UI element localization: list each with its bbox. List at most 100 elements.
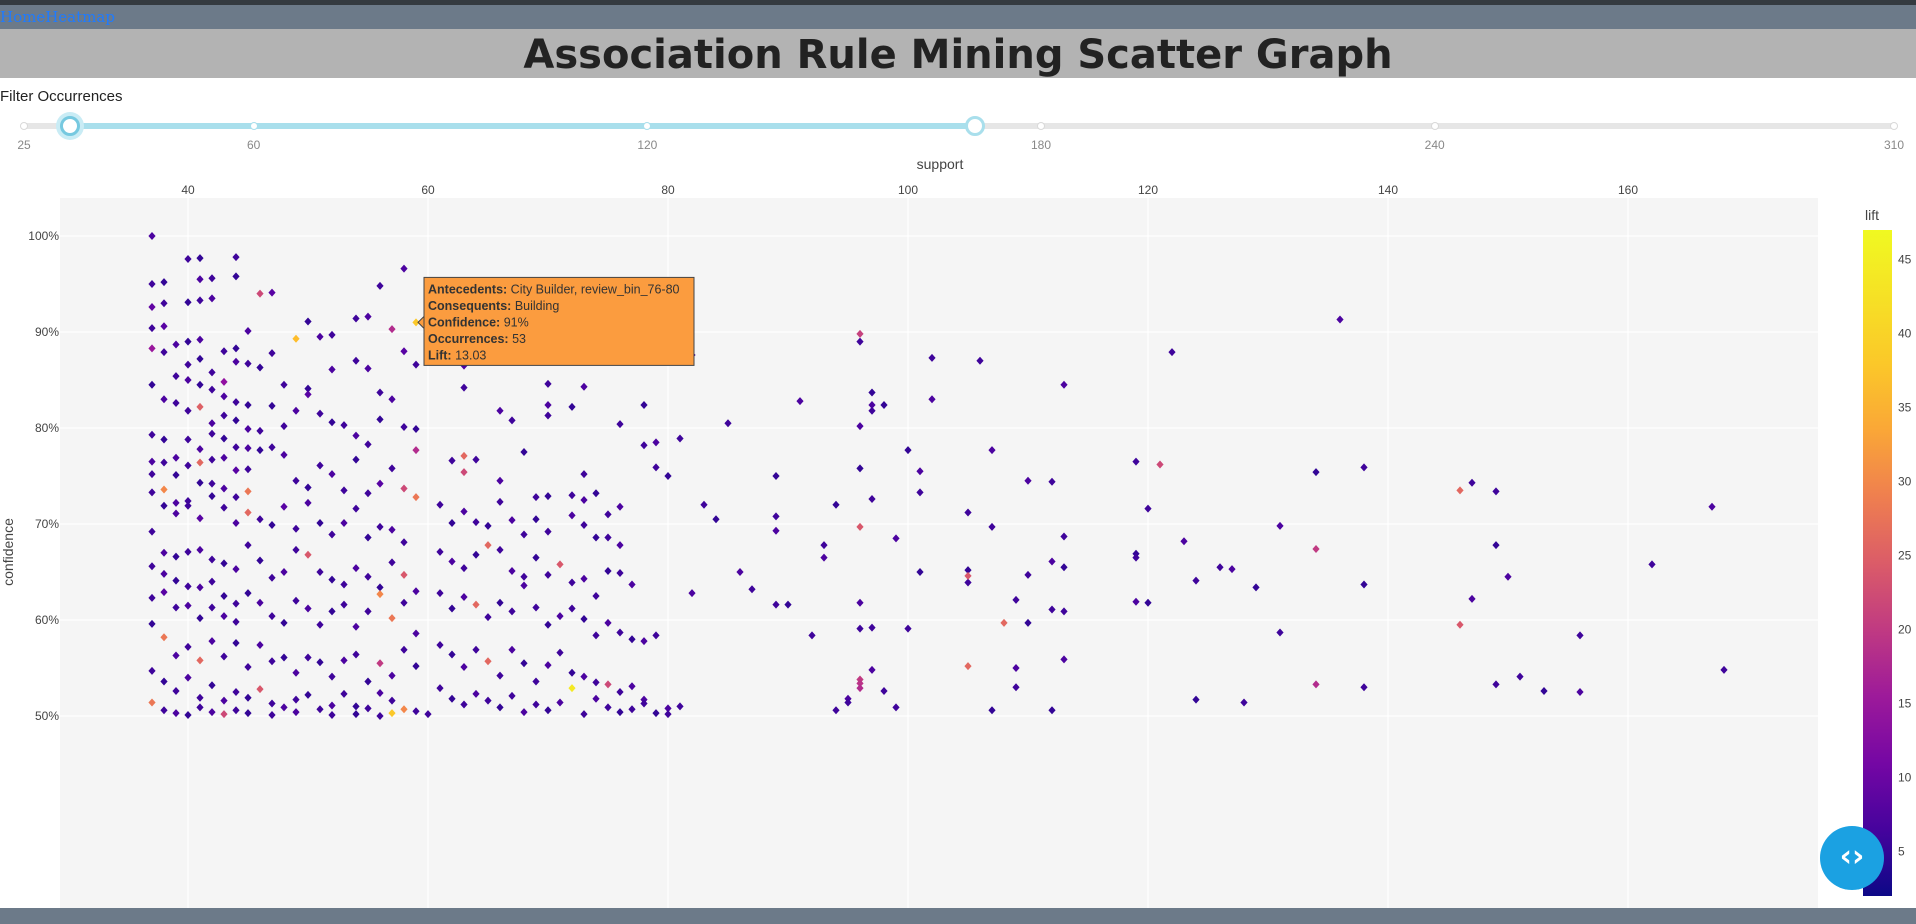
data-point[interactable] <box>220 347 228 356</box>
data-point[interactable] <box>376 688 384 697</box>
data-point[interactable] <box>160 706 168 715</box>
data-point[interactable] <box>1504 572 1512 581</box>
data-point[interactable] <box>364 364 372 373</box>
data-point[interactable] <box>820 553 828 562</box>
data-point[interactable] <box>580 615 588 624</box>
data-point[interactable] <box>388 614 396 623</box>
data-point[interactable] <box>172 651 180 660</box>
data-point[interactable] <box>1708 502 1716 511</box>
data-point[interactable] <box>892 534 900 543</box>
data-point[interactable] <box>448 456 456 465</box>
data-point[interactable] <box>376 479 384 488</box>
data-point[interactable] <box>508 416 516 425</box>
data-point[interactable] <box>1576 631 1584 640</box>
data-point[interactable] <box>796 397 804 406</box>
data-point[interactable] <box>568 668 576 677</box>
data-point[interactable] <box>256 598 264 607</box>
data-point[interactable] <box>172 709 180 718</box>
data-point[interactable] <box>544 492 552 501</box>
data-point[interactable] <box>268 520 276 529</box>
data-point[interactable] <box>232 443 240 452</box>
data-point[interactable] <box>400 484 408 493</box>
slider-handle-min[interactable] <box>59 116 80 136</box>
data-point[interactable] <box>328 330 336 339</box>
data-point[interactable] <box>1360 463 1368 472</box>
data-point[interactable] <box>148 593 156 602</box>
data-point[interactable] <box>352 702 360 711</box>
data-point[interactable] <box>556 698 564 707</box>
data-point[interactable] <box>328 365 336 374</box>
data-point[interactable] <box>568 491 576 500</box>
data-point[interactable] <box>484 613 492 622</box>
data-point[interactable] <box>388 395 396 404</box>
data-point[interactable] <box>196 296 204 305</box>
data-point[interactable] <box>652 709 660 718</box>
data-point[interactable] <box>772 600 780 609</box>
data-point[interactable] <box>988 522 996 531</box>
data-point[interactable] <box>928 395 936 404</box>
data-point[interactable] <box>244 663 252 672</box>
data-point[interactable] <box>856 522 864 531</box>
data-point[interactable] <box>1720 665 1728 674</box>
data-point[interactable] <box>1276 628 1284 637</box>
data-point[interactable] <box>256 640 264 649</box>
data-point[interactable] <box>196 335 204 344</box>
slider-mark-dot[interactable] <box>249 122 258 130</box>
data-point[interactable] <box>160 395 168 404</box>
data-point[interactable] <box>400 264 408 273</box>
data-point[interactable] <box>388 525 396 534</box>
data-point[interactable] <box>160 348 168 357</box>
data-point[interactable] <box>520 659 528 668</box>
data-point[interactable] <box>220 503 228 512</box>
data-point[interactable] <box>256 685 264 694</box>
data-point[interactable] <box>640 637 648 646</box>
data-point[interactable] <box>280 568 288 576</box>
data-point[interactable] <box>376 583 384 592</box>
data-point[interactable] <box>316 658 324 667</box>
data-point[interactable] <box>268 401 276 410</box>
data-point[interactable] <box>232 344 240 353</box>
data-point[interactable] <box>640 441 648 450</box>
data-point[interactable] <box>868 495 876 504</box>
data-point[interactable] <box>352 710 360 719</box>
data-point[interactable] <box>400 538 408 547</box>
data-point[interactable] <box>340 656 348 665</box>
data-point[interactable] <box>232 639 240 648</box>
data-point[interactable] <box>268 288 276 297</box>
data-point[interactable] <box>1060 532 1068 541</box>
data-point[interactable] <box>880 687 888 696</box>
data-point[interactable] <box>304 653 312 662</box>
data-point[interactable] <box>196 354 204 363</box>
data-point[interactable] <box>544 570 552 579</box>
data-point[interactable] <box>1024 618 1032 627</box>
data-point[interactable] <box>280 380 288 389</box>
data-point[interactable] <box>1492 487 1500 496</box>
data-point[interactable] <box>184 673 192 682</box>
data-point[interactable] <box>880 400 888 409</box>
data-point[interactable] <box>628 580 636 589</box>
data-point[interactable] <box>652 463 660 472</box>
nav-link-home[interactable]: Home <box>0 8 46 26</box>
data-point[interactable] <box>184 501 192 510</box>
data-point[interactable] <box>292 476 300 485</box>
data-point[interactable] <box>832 500 840 509</box>
slider-mark-dot[interactable] <box>643 122 652 130</box>
data-point[interactable] <box>208 368 216 377</box>
data-point[interactable] <box>220 377 228 386</box>
data-point[interactable] <box>220 592 228 600</box>
data-point[interactable] <box>844 698 852 707</box>
data-point[interactable] <box>364 677 372 686</box>
data-point[interactable] <box>220 612 228 621</box>
data-point[interactable] <box>352 564 360 573</box>
data-point[interactable] <box>1024 476 1032 485</box>
data-point[interactable] <box>292 334 300 343</box>
data-point[interactable] <box>424 710 432 719</box>
slider-mark-dot[interactable] <box>20 122 28 130</box>
data-point[interactable] <box>160 588 168 597</box>
data-point[interactable] <box>1360 580 1368 589</box>
data-point[interactable] <box>568 604 576 613</box>
data-point[interactable] <box>220 710 228 719</box>
data-point[interactable] <box>664 704 672 713</box>
data-point[interactable] <box>1132 597 1140 606</box>
data-point[interactable] <box>580 520 588 529</box>
